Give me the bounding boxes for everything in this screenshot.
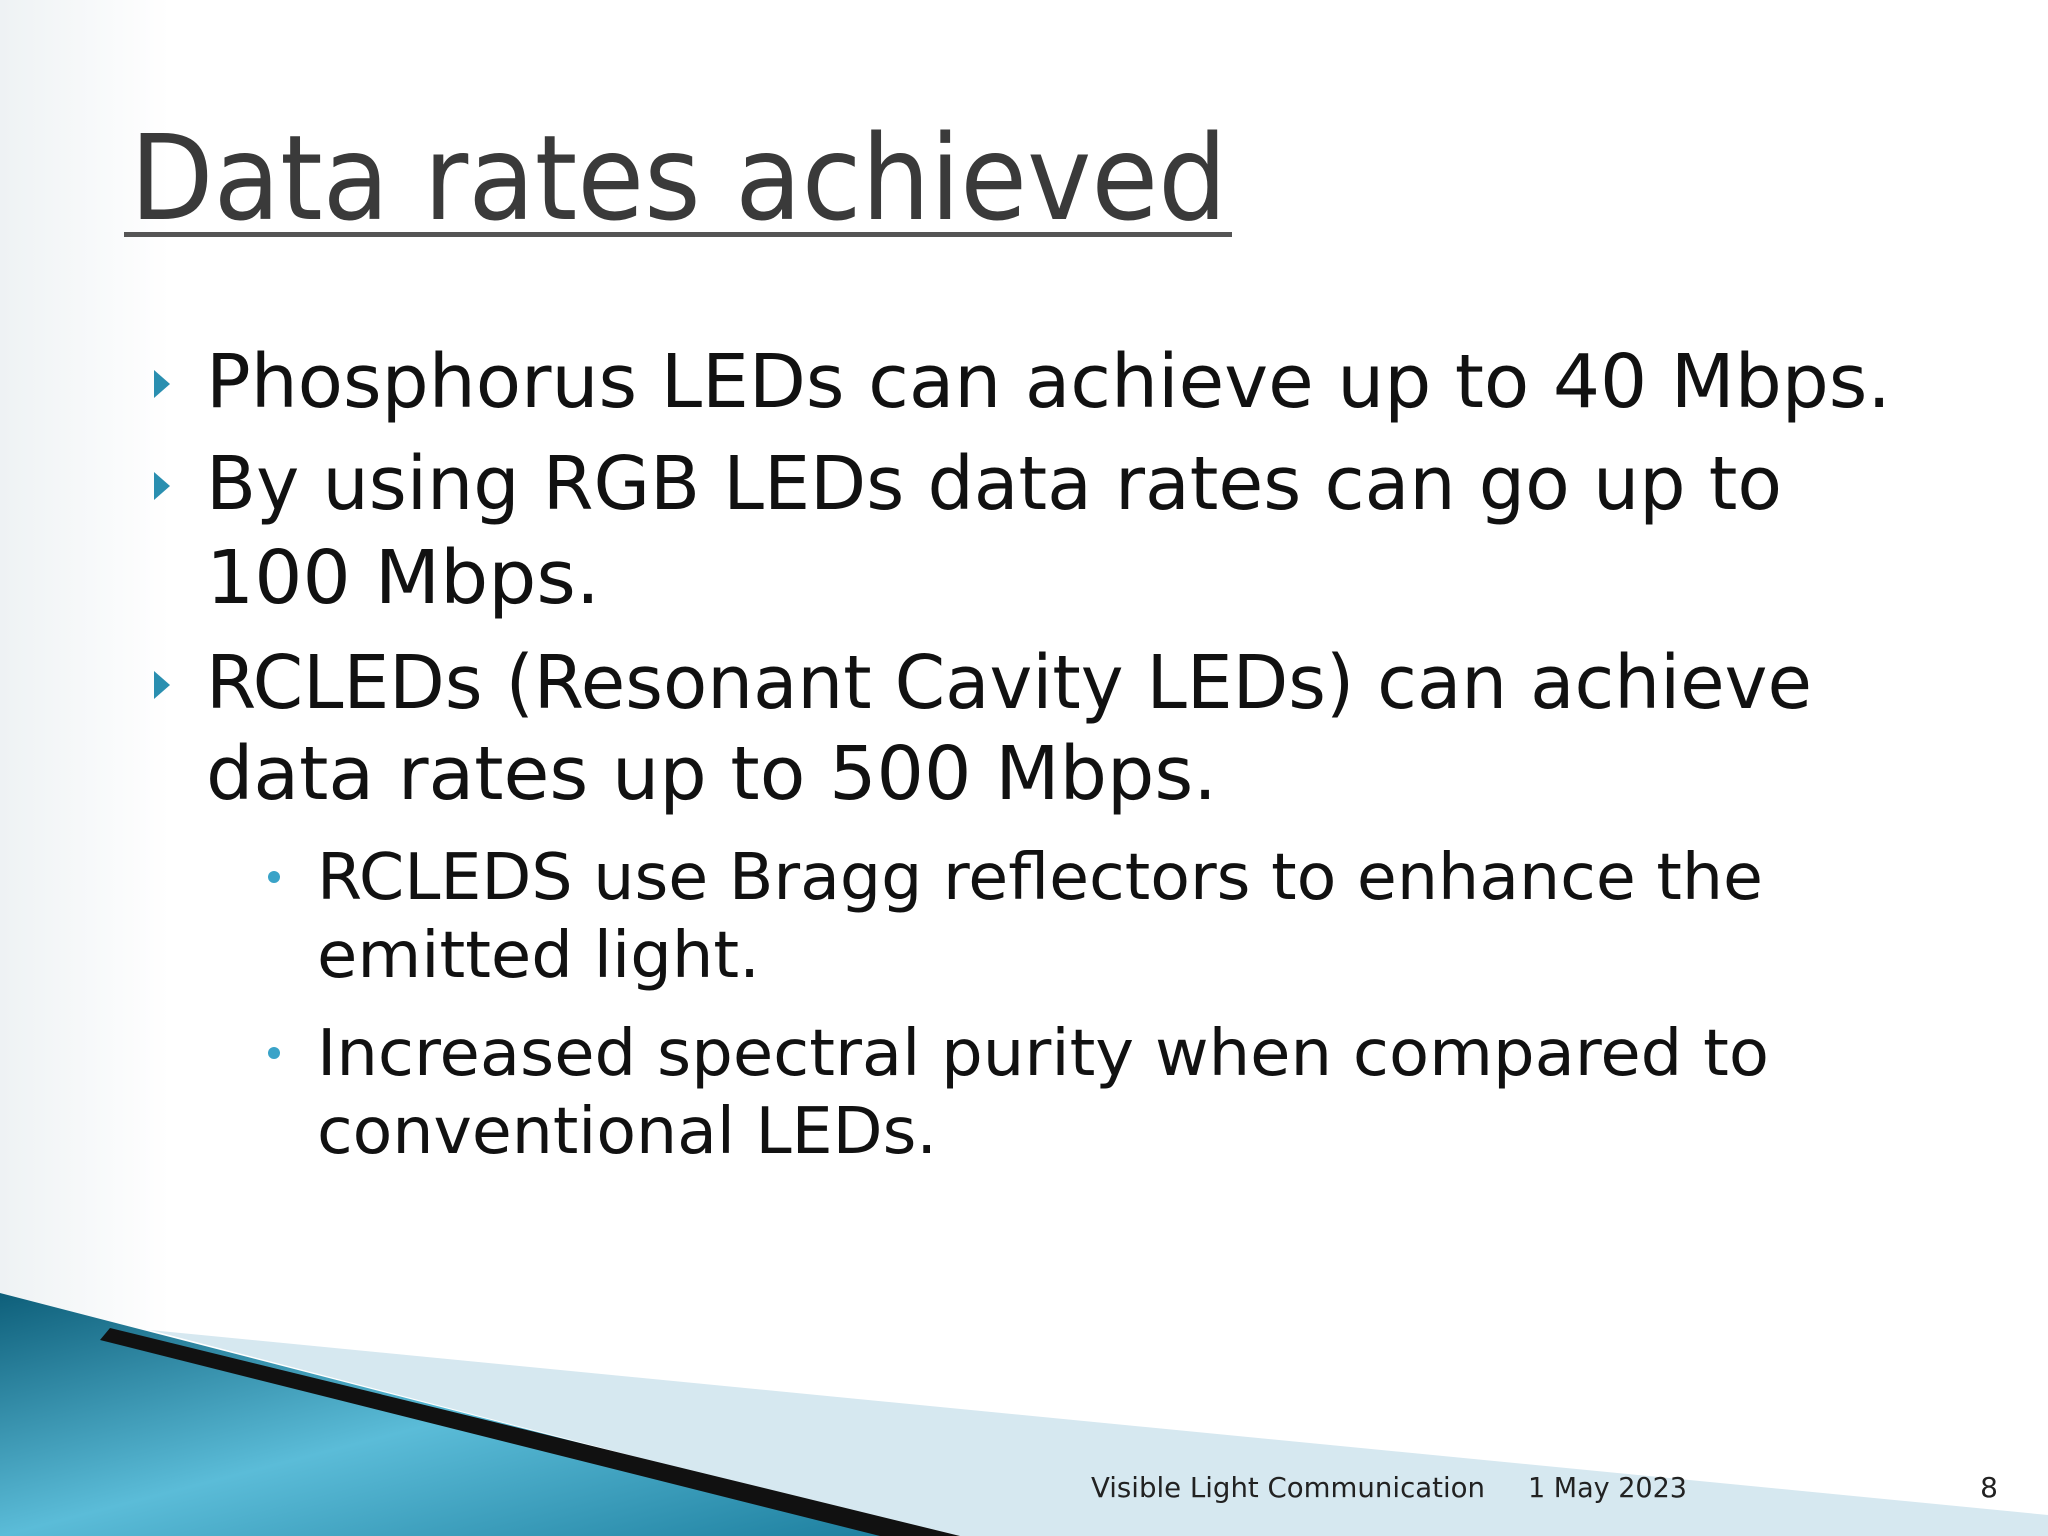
slide-title: Data rates achieved — [130, 109, 1227, 247]
sub-bullet-marker — [268, 871, 280, 883]
sub-bullet-marker — [268, 1047, 280, 1059]
bullet-text: 100 Mbps. — [206, 535, 600, 621]
sub-bullet-text: emitted light. — [317, 919, 760, 993]
sub-bullet-text: Increased spectral purity when compared … — [317, 1017, 1769, 1091]
bullet-marker — [154, 472, 170, 500]
bullet-text: By using RGB LEDs data rates can go up t… — [206, 441, 1782, 527]
bullet-text: Phosphorus LEDs can achieve up to 40 Mbp… — [206, 339, 1891, 425]
light-band — [150, 1330, 2048, 1536]
bullet-marker — [154, 370, 170, 398]
sub-bullet-text: RCLEDS use Bragg reflectors to enhance t… — [317, 841, 1763, 915]
bullet-marker — [154, 671, 170, 699]
sub-bullet-text: conventional LEDs. — [317, 1095, 937, 1169]
bullet-text: data rates up to 500 Mbps. — [206, 731, 1217, 817]
footer-date: 1 May 2023 — [1528, 1471, 1687, 1504]
side-shade — [0, 0, 170, 1536]
page-number: 8 — [1980, 1471, 1998, 1504]
footer-text: Visible Light Communication — [1091, 1471, 1485, 1504]
dark-stripe — [100, 1328, 960, 1536]
title-underline — [124, 232, 1232, 237]
bullet-text: RCLEDs (Resonant Cavity LEDs) can achiev… — [206, 640, 1812, 726]
